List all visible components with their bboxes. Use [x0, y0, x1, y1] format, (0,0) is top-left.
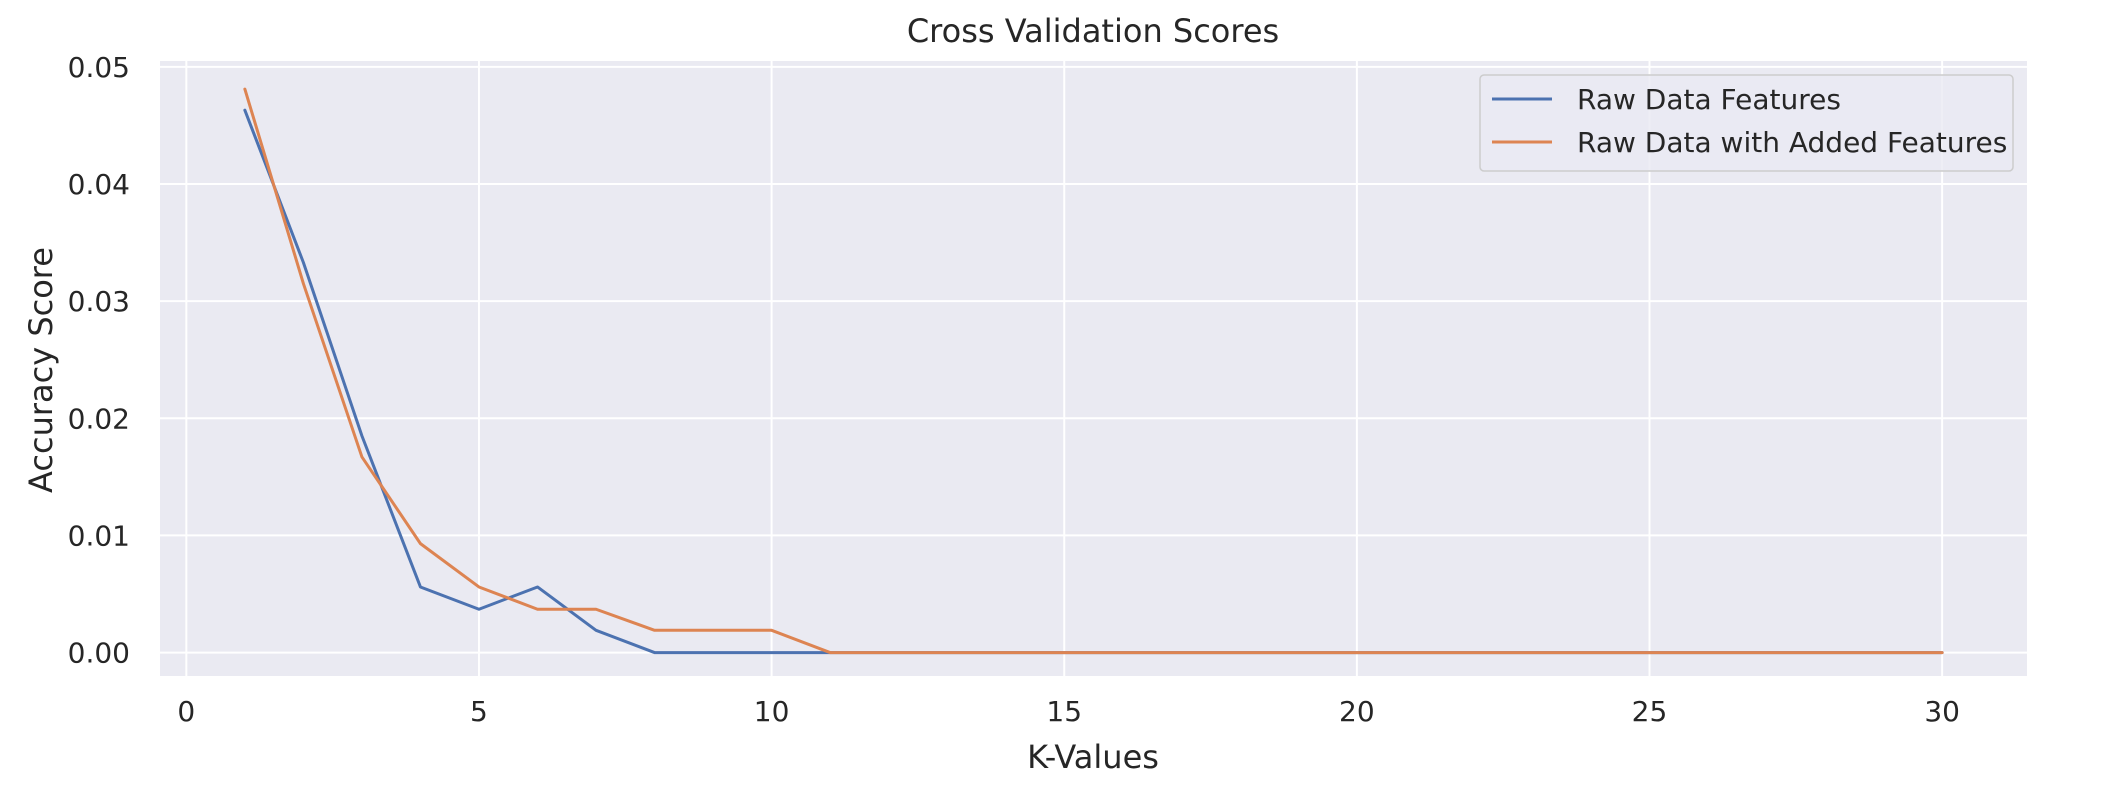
legend-box [1479, 74, 2014, 172]
y-tick-label: 0.01 [68, 519, 130, 552]
y-tick-label: 0.00 [68, 637, 130, 670]
y-tick-label: 0.03 [68, 285, 130, 318]
chart-title: Cross Validation Scores [907, 12, 1279, 50]
x-tick-label: 10 [754, 695, 790, 728]
y-axis-label: Accuracy Score [22, 247, 60, 493]
grid [160, 61, 2027, 676]
series-line-raw-data-with-added-features [243, 87, 1944, 655]
x-tick-label: 20 [1339, 695, 1375, 728]
x-tick-label: 30 [1924, 695, 1960, 728]
x-axis-label: K-Values [1027, 738, 1159, 776]
x-tick-label: 0 [177, 695, 195, 728]
y-tick-labels: 0.00 0.01 0.02 0.03 0.04 0.05 [68, 51, 130, 670]
y-tick-label: 0.05 [68, 51, 130, 84]
x-tick-label: 5 [470, 695, 488, 728]
x-tick-label: 15 [1046, 695, 1082, 728]
legend: Raw Data Features Raw Data with Added Fe… [1479, 74, 2014, 172]
x-tick-labels: 0 5 10 15 20 25 30 [177, 695, 1960, 728]
x-tick-label: 25 [1632, 695, 1668, 728]
legend-label-raw-data-with-added-features: Raw Data with Added Features [1577, 126, 2007, 159]
legend-label-raw-data-features: Raw Data Features [1577, 83, 1841, 116]
y-tick-label: 0.04 [68, 168, 130, 201]
series-group [243, 87, 1944, 655]
y-tick-label: 0.02 [68, 402, 130, 435]
